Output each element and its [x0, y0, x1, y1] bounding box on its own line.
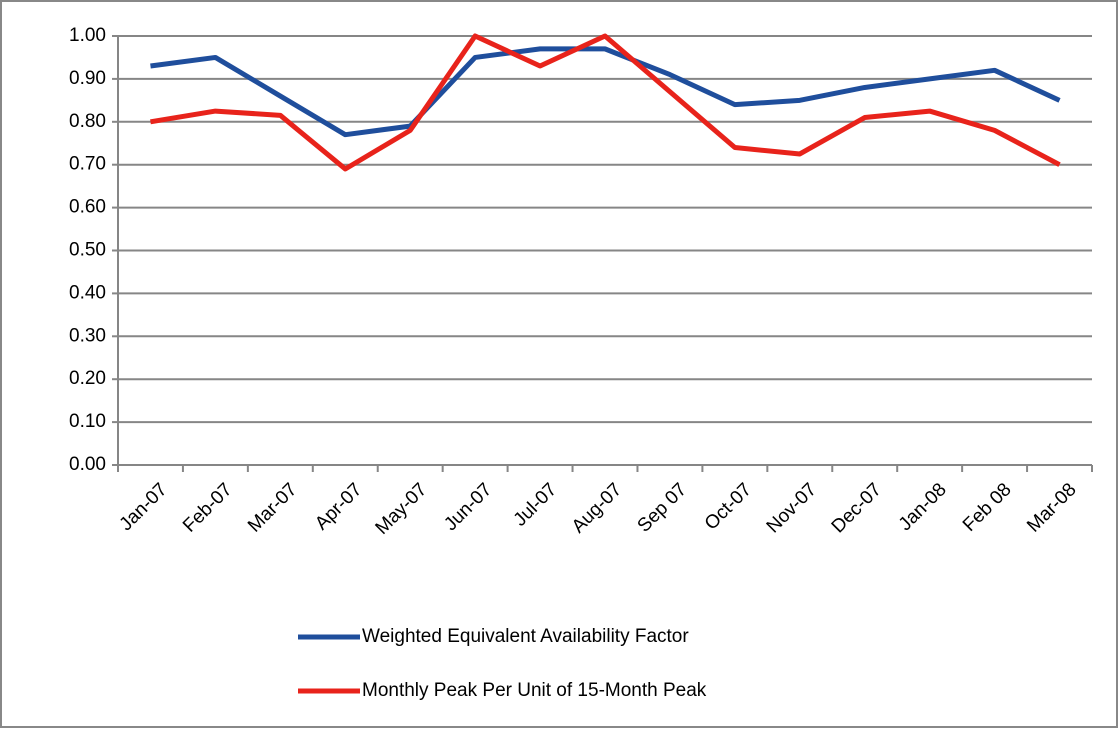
y-tick-label: 0.10	[69, 411, 106, 432]
y-tick-label: 0.80	[69, 111, 106, 132]
y-tick-label: 0.40	[69, 282, 106, 303]
legend-label: Monthly Peak Per Unit of 15-Month Peak	[362, 680, 707, 701]
y-tick-label: 0.50	[69, 240, 106, 261]
series-line	[150, 46, 1061, 138]
y-tick-label: 0.70	[69, 154, 106, 175]
y-tick-label: 0.60	[69, 197, 106, 218]
legend-label: Weighted Equivalent Availability Factor	[362, 626, 689, 647]
series-line	[150, 33, 1061, 172]
y-tick-label: 0.00	[69, 454, 106, 475]
y-tick-label: 0.20	[69, 368, 106, 389]
y-tick-label: 0.90	[69, 68, 106, 89]
y-tick-label: 1.00	[69, 25, 106, 46]
y-tick-label: 0.30	[69, 325, 106, 346]
